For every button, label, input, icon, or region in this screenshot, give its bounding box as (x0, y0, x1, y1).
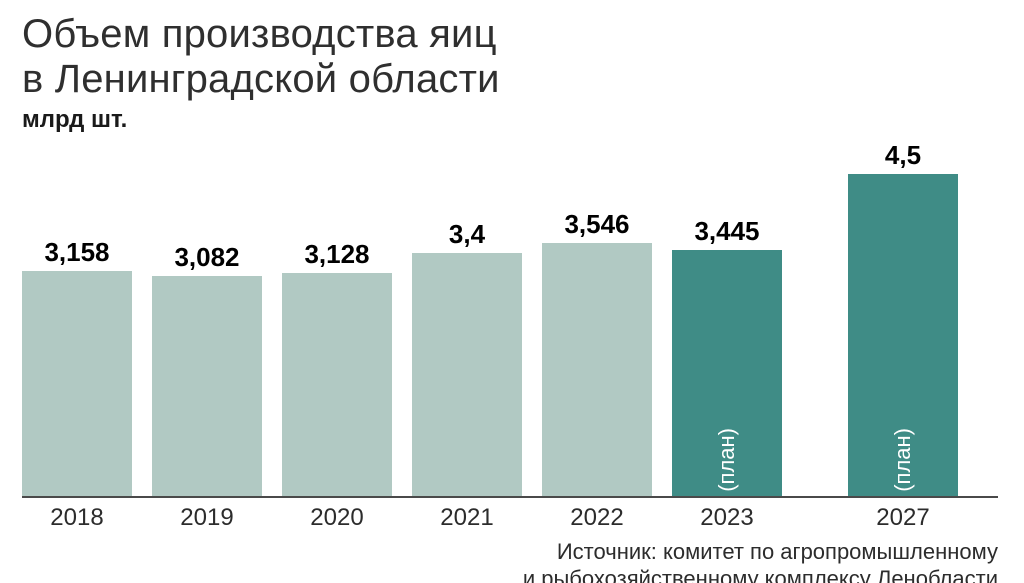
bar-slot: 3,4 (412, 138, 522, 498)
bar: 3,158 (22, 271, 132, 498)
chart-title: Объем производства яиц в Ленинградской о… (22, 12, 1002, 102)
bar-slot: 3,546 (542, 138, 652, 498)
x-axis-label: 2021 (412, 504, 522, 532)
source-line1: Источник: комитет по агропромышленному (557, 539, 998, 564)
bar-inside-label: (план) (890, 428, 916, 492)
x-axis-labels: 2018 2019 2020 2021 2022 2023 2027 (22, 504, 998, 536)
chart-source: Источник: комитет по агропромышленному и… (22, 538, 998, 583)
chart-plot: 3,1583,0823,1283,43,5463,445(план)4,5(пл… (22, 138, 998, 498)
x-axis-label: 2023 (672, 504, 782, 532)
bar: 3,4 (412, 253, 522, 498)
chart-title-line1: Объем производства яиц (22, 12, 497, 56)
source-line2: и рыбохозяйственному комплексу Ленобласт… (523, 566, 998, 583)
x-axis-line (22, 496, 998, 498)
chart-title-line2: в Ленинградской области (22, 57, 500, 101)
bar: 4,5(план) (848, 174, 958, 498)
chart-container: Объем производства яиц в Ленинградской о… (0, 0, 1024, 583)
x-axis-label: 2018 (22, 504, 132, 532)
bar-value-label: 3,445 (650, 216, 804, 247)
x-axis-label: 2019 (152, 504, 262, 532)
bar: 3,082 (152, 276, 262, 498)
bar: 3,445(план) (672, 250, 782, 498)
bar-slot: 3,082 (152, 138, 262, 498)
bar: 3,546 (542, 243, 652, 498)
bar-slot: 3,445(план) (672, 138, 782, 498)
x-axis-label: 2020 (282, 504, 392, 532)
x-axis-label: 2027 (848, 504, 958, 532)
bar: 3,128 (282, 273, 392, 498)
bar-inside-label: (план) (714, 428, 740, 492)
bar-value-label: 4,5 (826, 140, 980, 171)
x-axis-label: 2022 (542, 504, 652, 532)
bar-slot: 3,128 (282, 138, 392, 498)
bar-slot: 3,158 (22, 138, 132, 498)
chart-subtitle: млрд шт. (22, 106, 1002, 134)
bars-row: 3,1583,0823,1283,43,5463,445(план)4,5(пл… (22, 138, 998, 498)
bar-slot: 4,5(план) (848, 138, 958, 498)
